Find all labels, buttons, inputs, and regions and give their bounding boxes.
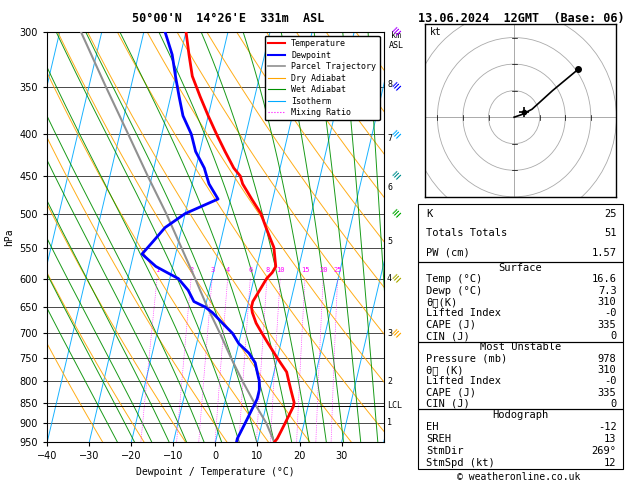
Text: © weatheronline.co.uk: © weatheronline.co.uk [457, 472, 581, 482]
X-axis label: Dewpoint / Temperature (°C): Dewpoint / Temperature (°C) [136, 467, 295, 477]
Text: ≡: ≡ [390, 207, 404, 221]
Text: ≡: ≡ [390, 127, 404, 141]
Text: 1: 1 [155, 266, 160, 273]
Text: θᴄ (K): θᴄ (K) [426, 365, 464, 375]
Text: LCL: LCL [387, 401, 402, 410]
Text: CIN (J): CIN (J) [426, 331, 470, 341]
Text: Lifted Index: Lifted Index [426, 309, 501, 318]
Bar [418, 204, 623, 262]
Text: PW (cm): PW (cm) [426, 248, 470, 258]
Text: 978: 978 [598, 354, 616, 364]
Text: 6: 6 [248, 266, 253, 273]
Text: Dewp (°C): Dewp (°C) [426, 286, 482, 296]
Text: ≡: ≡ [390, 24, 404, 39]
Text: ≡: ≡ [390, 169, 404, 183]
Text: Temp (°C): Temp (°C) [426, 275, 482, 284]
Text: CIN (J): CIN (J) [426, 399, 470, 409]
Text: 16.6: 16.6 [592, 275, 616, 284]
Bar [418, 262, 623, 342]
Bar [418, 409, 623, 469]
Text: 51: 51 [604, 228, 616, 238]
Text: CAPE (J): CAPE (J) [426, 387, 476, 398]
Text: θᴄ(K): θᴄ(K) [426, 297, 458, 307]
Text: km
ASL: km ASL [389, 31, 404, 50]
Text: 269°: 269° [592, 446, 616, 456]
Legend: Temperature, Dewpoint, Parcel Trajectory, Dry Adiabat, Wet Adiabat, Isotherm, Mi: Temperature, Dewpoint, Parcel Trajectory… [265, 36, 379, 121]
Text: ≡: ≡ [390, 79, 404, 94]
Text: 13: 13 [604, 434, 616, 444]
Text: 2: 2 [189, 266, 194, 273]
Text: Totals Totals: Totals Totals [426, 228, 508, 238]
Text: K: K [426, 209, 433, 219]
Text: ≡: ≡ [390, 271, 404, 286]
Text: Most Unstable: Most Unstable [480, 343, 561, 352]
Text: 25: 25 [333, 266, 342, 273]
Text: CAPE (J): CAPE (J) [426, 320, 476, 330]
Text: Surface: Surface [499, 263, 542, 273]
Text: 3: 3 [387, 329, 392, 338]
Text: -0: -0 [604, 376, 616, 386]
Text: 0: 0 [610, 331, 616, 341]
Text: 310: 310 [598, 297, 616, 307]
Text: 50°00'N  14°26'E  331m  ASL: 50°00'N 14°26'E 331m ASL [132, 12, 325, 25]
Text: 10: 10 [276, 266, 285, 273]
Text: Pressure (mb): Pressure (mb) [426, 354, 508, 364]
Text: 15: 15 [301, 266, 309, 273]
Text: 25: 25 [604, 209, 616, 219]
Text: StmSpd (kt): StmSpd (kt) [426, 458, 495, 468]
Text: 0: 0 [610, 399, 616, 409]
Text: SREH: SREH [426, 434, 452, 444]
Text: EH: EH [426, 422, 439, 432]
Text: 310: 310 [598, 365, 616, 375]
Text: StmDir: StmDir [426, 446, 464, 456]
Text: 4: 4 [387, 274, 392, 283]
Text: -12: -12 [598, 422, 616, 432]
Text: 1.57: 1.57 [592, 248, 616, 258]
Text: 13.06.2024  12GMT  (Base: 06): 13.06.2024 12GMT (Base: 06) [418, 12, 625, 25]
Text: 8: 8 [265, 266, 269, 273]
Text: -0: -0 [604, 309, 616, 318]
Text: 5: 5 [387, 237, 392, 245]
Text: 4: 4 [226, 266, 230, 273]
Y-axis label: hPa: hPa [4, 228, 14, 246]
Text: 6: 6 [387, 183, 392, 192]
Text: 1: 1 [387, 418, 392, 428]
Text: 20: 20 [320, 266, 328, 273]
Text: 12: 12 [604, 458, 616, 468]
Text: 2: 2 [387, 377, 392, 385]
Text: Hodograph: Hodograph [493, 410, 548, 420]
Text: kt: kt [430, 27, 442, 37]
Text: Lifted Index: Lifted Index [426, 376, 501, 386]
Text: 3: 3 [211, 266, 215, 273]
Text: ≡: ≡ [390, 326, 404, 341]
Text: 8: 8 [387, 80, 392, 89]
Bar [418, 342, 623, 409]
Text: 335: 335 [598, 320, 616, 330]
Text: 7: 7 [387, 134, 392, 143]
Text: 335: 335 [598, 387, 616, 398]
Text: 7.3: 7.3 [598, 286, 616, 296]
